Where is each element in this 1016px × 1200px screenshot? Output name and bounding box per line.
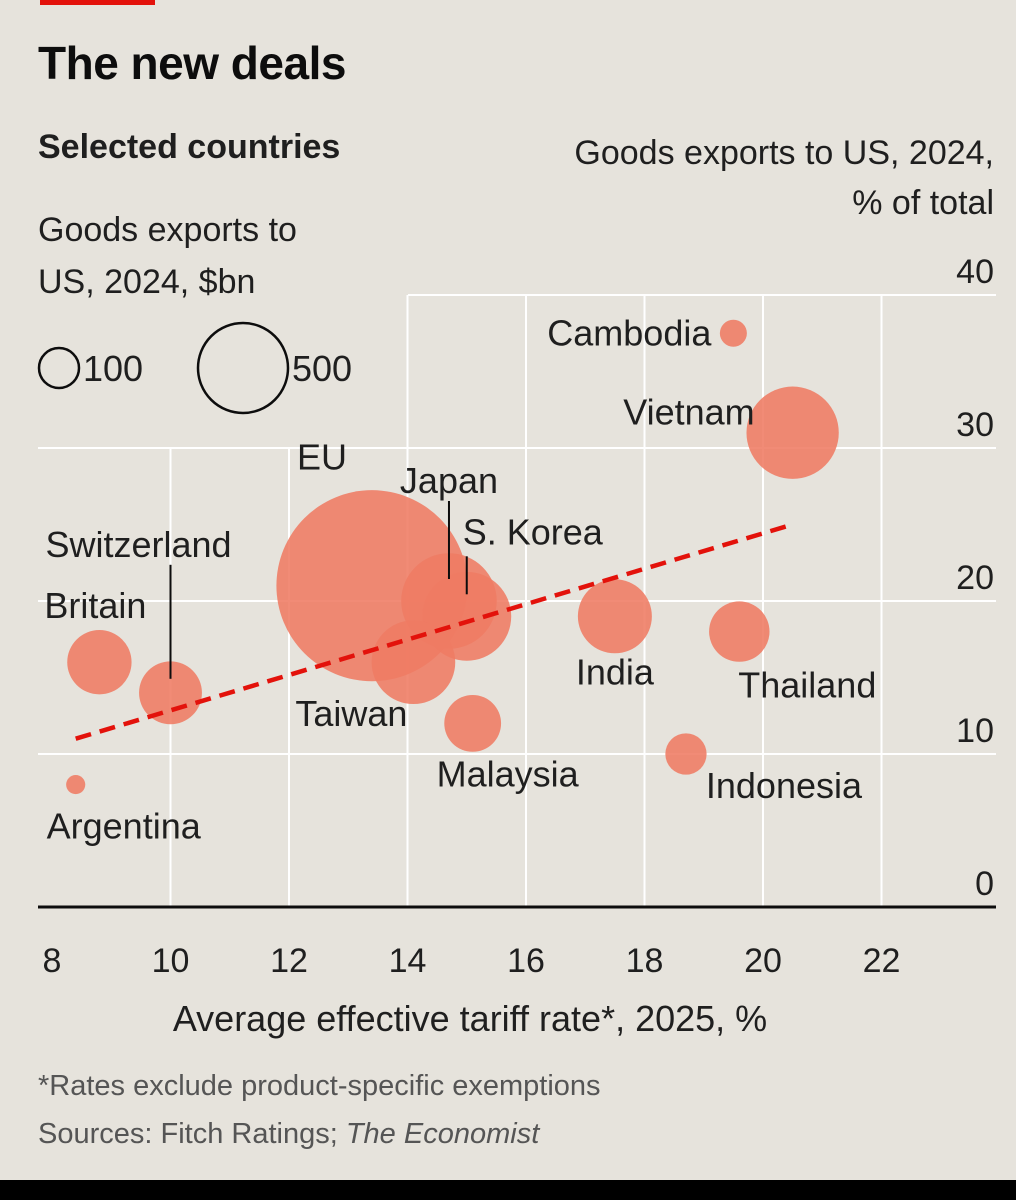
label-taiwan: Taiwan [295, 693, 407, 734]
bubble-argentina [66, 775, 86, 795]
label-malaysia: Malaysia [437, 753, 580, 794]
label-indonesia: Indonesia [706, 765, 863, 806]
size-legend-circle-100 [37, 346, 81, 390]
bubble-britain [67, 630, 132, 695]
label-japan: Japan [400, 460, 498, 501]
chart-subtitle: Selected countries [38, 128, 341, 166]
bubble-taiwan [371, 620, 456, 705]
label-cambodia: Cambodia [547, 312, 712, 353]
label-india: India [576, 651, 655, 692]
label-vietnam: Vietnam [623, 392, 754, 433]
chart-title: The new deals [38, 37, 346, 89]
x-tick-label: 10 [152, 942, 190, 980]
x-tick-label: 14 [389, 942, 427, 980]
bubble-vietnam [746, 386, 839, 479]
label-argentina: Argentina [47, 806, 202, 847]
y-tick-label: 20 [956, 559, 994, 597]
label-switzerland: Switzerland [45, 524, 231, 565]
bubble-cambodia [719, 319, 747, 347]
brand-accent-bar [40, 0, 155, 5]
bubble-malaysia [444, 695, 502, 752]
source-prefix: Sources: Fitch Ratings; [38, 1118, 346, 1150]
x-tick-label: 16 [507, 942, 545, 980]
size-legend-label-500: 500 [292, 348, 352, 389]
bubble-india [577, 579, 652, 654]
x-tick-label: 20 [744, 942, 782, 980]
source-italic: The Economist [345, 1118, 540, 1150]
y-axis-title: Goods exports to US, 2024, % of total [574, 134, 994, 222]
x-tick-label: 22 [863, 942, 901, 980]
y-tick-label: 30 [956, 406, 994, 444]
x-tick-label: 8 [43, 942, 62, 980]
x-axis-title: Average effective tariff rate*, 2025, % [172, 998, 768, 1039]
size-legend-title: Goods exports to US, 2024, $bn [38, 211, 297, 301]
source-note: Sources: Fitch Ratings; The Economist [38, 1118, 539, 1151]
label-s-korea: S. Korea [463, 511, 604, 552]
bubble-switzerland [139, 661, 202, 725]
bubble-thailand [709, 601, 770, 662]
x-tick-label: 18 [626, 942, 664, 980]
footnote: *Rates exclude product-specific exemptio… [38, 1070, 601, 1102]
y-tick-label: 10 [956, 712, 994, 750]
label-eu: EU [297, 437, 347, 478]
size-legend-circle-500 [196, 321, 290, 415]
label-thailand: Thailand [738, 665, 876, 706]
x-tick-label: 12 [270, 942, 308, 980]
bubble-indonesia [665, 733, 707, 775]
y-tick-label: 40 [956, 253, 994, 291]
y-tick-label: 0 [975, 865, 994, 903]
label-britain: Britain [44, 585, 146, 626]
size-legend-label-100: 100 [83, 348, 143, 389]
